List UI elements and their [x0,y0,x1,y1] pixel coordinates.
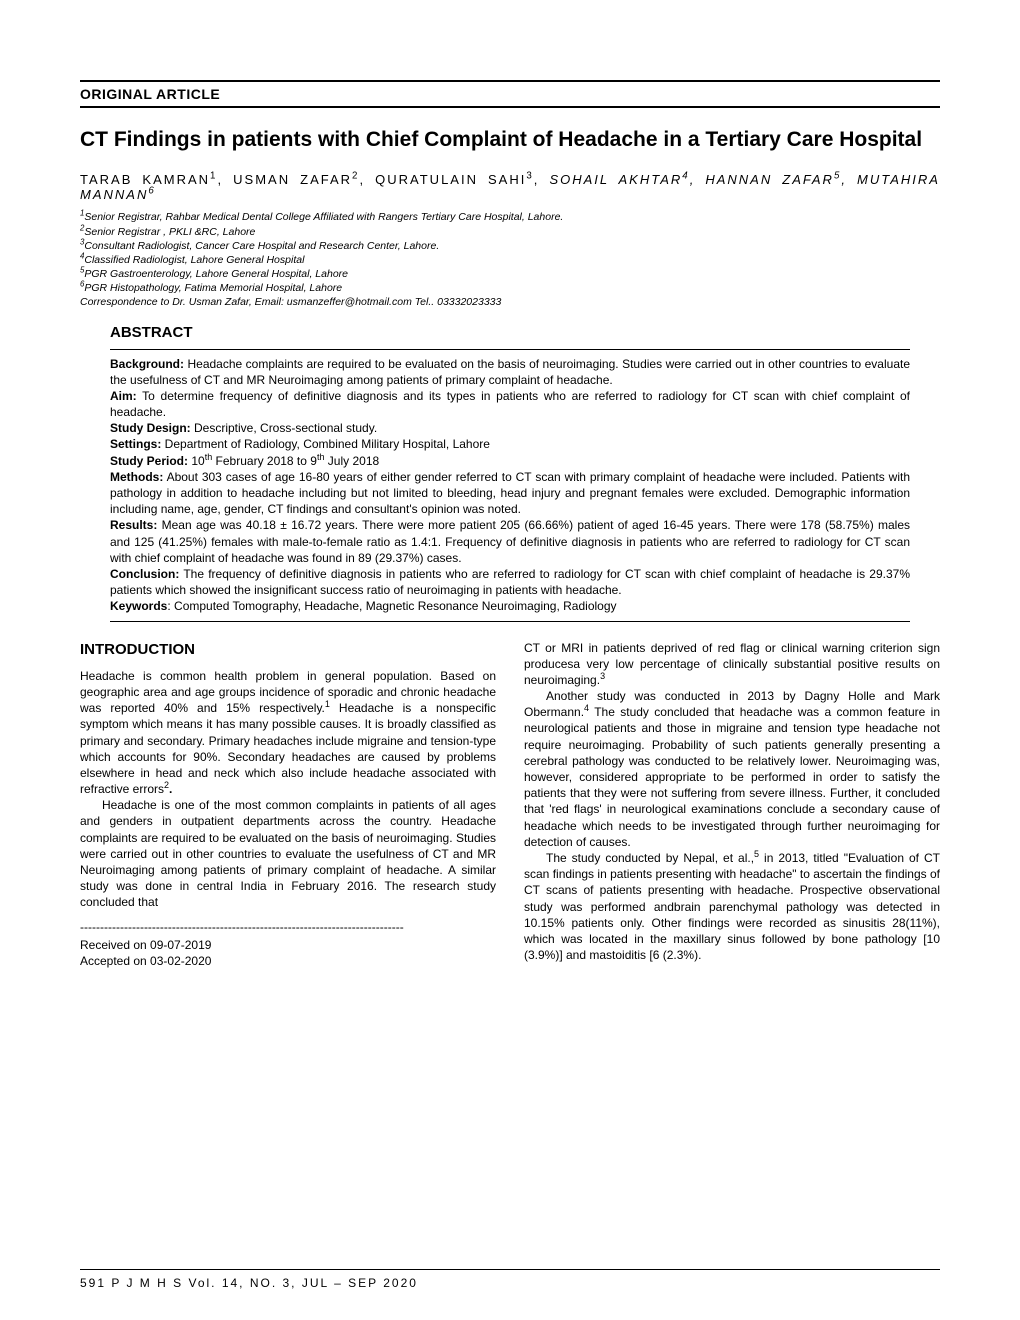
abstract-rule-bot [110,621,910,622]
right-para-3: The study conducted by Nepal, et al.,5 i… [524,850,940,963]
article-type: ORIGINAL ARTICLE [80,86,940,102]
abstract-line: Results: Mean age was 40.18 ± 16.72 year… [110,517,910,566]
received-date: Received on 09-07-2019 [80,937,496,953]
affiliation-line: 6PGR Histopathology, Fatima Memorial Hos… [80,281,940,295]
top-rule-2 [80,106,940,108]
abstract-body: Background: Headache complaints are requ… [110,356,910,615]
page-footer: 591 P J M H S Vol. 14, NO. 3, JUL – SEP … [80,1269,940,1290]
right-para-1: CT or MRI in patients deprived of red fl… [524,640,940,689]
dash-separator: ----------------------------------------… [80,919,496,935]
affiliation-line: 4Classified Radiologist, Lahore General … [80,253,940,267]
left-column: INTRODUCTION Headache is common health p… [80,640,496,970]
footer-text: 591 P J M H S Vol. 14, NO. 3, JUL – SEP … [80,1276,940,1290]
affiliation-line: 1Senior Registrar, Rahbar Medical Dental… [80,210,940,224]
affiliation-line: 5PGR Gastroenterology, Lahore General Ho… [80,267,940,281]
abstract-line: Conclusion: The frequency of definitive … [110,566,910,598]
abstract-line: Settings: Department of Radiology, Combi… [110,436,910,452]
abstract-line: Background: Headache complaints are requ… [110,356,910,388]
abstract-block: ABSTRACT Background: Headache complaints… [80,324,940,622]
affiliation-line: Correspondence to Dr. Usman Zafar, Email… [80,295,940,309]
footer-rule [80,1269,940,1270]
intro-para-2: Headache is one of the most common compl… [80,797,496,910]
abstract-rule-top [110,349,910,350]
accepted-date: Accepted on 03-02-2020 [80,953,496,969]
introduction-heading: INTRODUCTION [80,640,496,660]
affiliation-line: 3Consultant Radiologist, Cancer Care Hos… [80,239,940,253]
right-para-2: Another study was conducted in 2013 by D… [524,688,940,850]
intro-para-1: Headache is common health problem in gen… [80,668,496,798]
authors: TARAB KAMRAN1, USMAN ZAFAR2, QURATULAIN … [80,172,940,202]
abstract-line: Keywords: Computed Tomography, Headache,… [110,598,910,614]
abstract-line: Aim: To determine frequency of definitiv… [110,388,910,420]
article-title: CT Findings in patients with Chief Compl… [80,126,940,154]
right-column: CT or MRI in patients deprived of red fl… [524,640,940,970]
abstract-line: Methods: About 303 cases of age 16-80 ye… [110,469,910,518]
two-column-body: INTRODUCTION Headache is common health p… [80,640,940,970]
affiliation-line: 2Senior Registrar , PKLI &RC, Lahore [80,225,940,239]
top-rule [80,80,940,82]
abstract-line: Study Period: 10th February 2018 to 9th … [110,453,910,469]
abstract-heading: ABSTRACT [110,324,910,341]
abstract-line: Study Design: Descriptive, Cross-section… [110,420,910,436]
affiliations: 1Senior Registrar, Rahbar Medical Dental… [80,210,940,309]
